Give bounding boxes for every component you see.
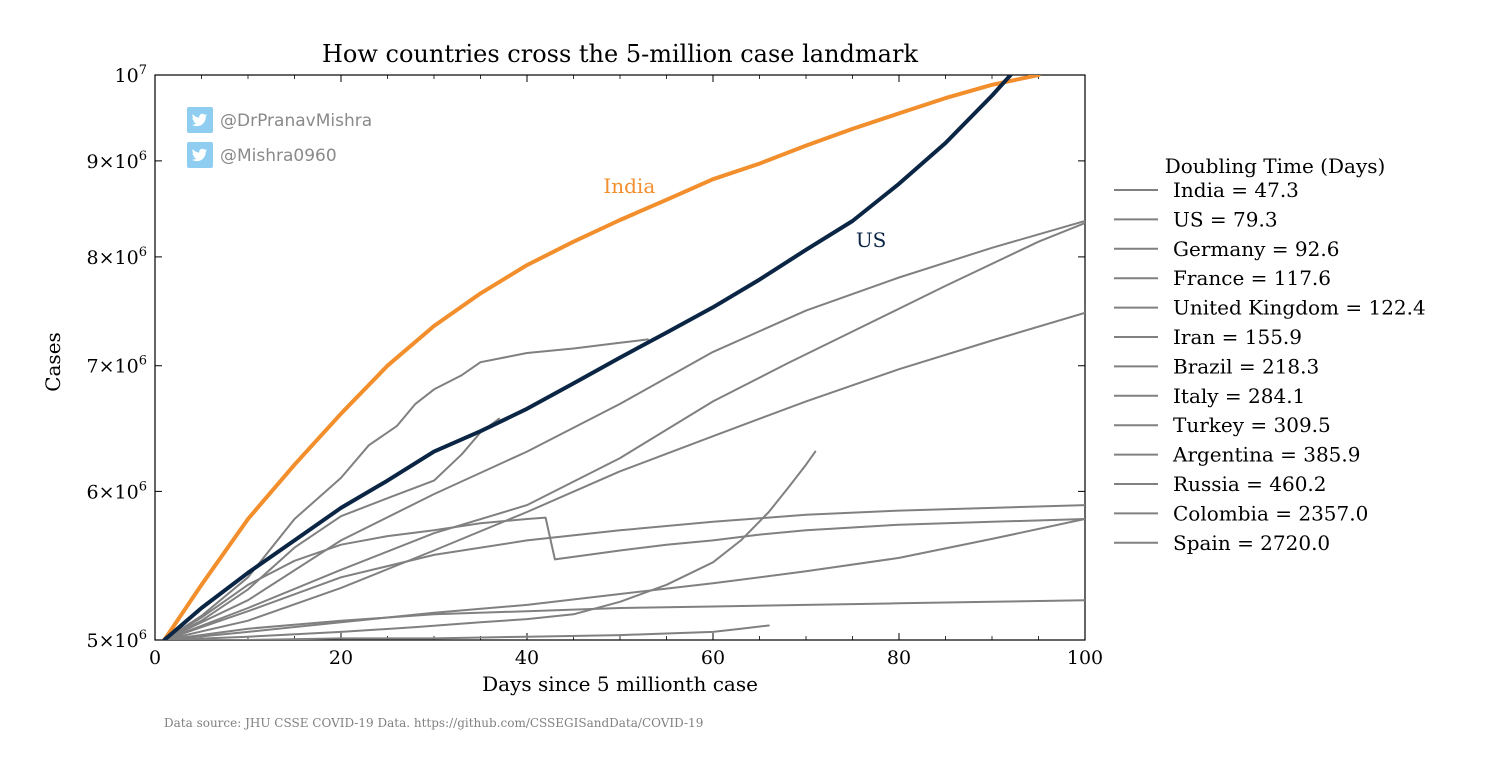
legend-entry: Spain = 2720.0 xyxy=(1173,531,1330,555)
series-line-germany xyxy=(163,220,1085,640)
chart-title: How countries cross the 5-million case l… xyxy=(322,40,918,68)
watermark: @DrPranavMishra @Mishra0960 xyxy=(187,107,372,168)
legend-entry: Russia = 460.2 xyxy=(1173,472,1327,496)
twitter-bird-icon xyxy=(187,107,213,133)
annotation-india: India xyxy=(603,174,655,198)
x-tick-label: 100 xyxy=(1067,647,1103,669)
legend: Doubling Time (Days) India = 47.3 US = 79… xyxy=(1114,154,1426,555)
legend-entry: US = 79.3 xyxy=(1173,207,1278,231)
line-annotations: India US xyxy=(603,174,886,252)
legend-entry: Colombia = 2357.0 xyxy=(1173,501,1368,525)
legend-entry: Germany = 92.6 xyxy=(1173,237,1339,261)
legend-entry: Iran = 155.9 xyxy=(1173,325,1302,349)
y-tick-label: 107 xyxy=(115,63,147,87)
series-line-argentina xyxy=(163,504,1085,640)
series-lines xyxy=(162,75,1085,640)
series-line-india xyxy=(162,75,1041,640)
twitter-bird-icon xyxy=(187,142,213,168)
legend-entry: Italy = 284.1 xyxy=(1173,384,1305,408)
series-line-brazil xyxy=(163,417,501,640)
legend-entry: United Kingdom = 122.4 xyxy=(1173,296,1426,320)
series-line-iran xyxy=(163,311,1085,640)
y-tick-label: 9×106 xyxy=(87,149,147,173)
x-tick-label: 80 xyxy=(887,647,911,669)
annotation-us: US xyxy=(856,228,887,252)
series-line-spain xyxy=(163,624,770,640)
x-axis-label: Days since 5 millionth case xyxy=(482,672,758,696)
legend-entry: India = 47.3 xyxy=(1173,178,1299,202)
y-tick-label: 7×106 xyxy=(87,354,147,378)
series-line-united-kingdom xyxy=(163,338,649,640)
legend-entry: Brazil = 218.3 xyxy=(1173,354,1319,378)
y-tick-label: 5×106 xyxy=(87,628,147,652)
data-source-note: Data source: JHU CSSE COVID-19 Data. htt… xyxy=(164,716,703,730)
handle-text-2: @Mishra0960 xyxy=(220,146,337,166)
series-line-italy xyxy=(163,518,1085,640)
series-line-france xyxy=(163,222,1085,640)
y-tick-label: 8×106 xyxy=(87,245,147,269)
legend-entry: France = 117.6 xyxy=(1173,266,1331,290)
x-tick-label: 60 xyxy=(701,647,725,669)
legend-entry: Argentina = 385.9 xyxy=(1172,443,1361,467)
x-tick-label: 0 xyxy=(149,647,161,669)
series-line-us xyxy=(162,75,1013,640)
legend-entry: Turkey = 309.5 xyxy=(1173,413,1331,437)
axis-ticks: 0 20 40 60 80 100 5×106 6×106 7×106 8×106 9×106 107 xyxy=(87,63,1104,669)
legend-title: Doubling Time (Days) xyxy=(1165,154,1386,178)
y-axis-label: Cases xyxy=(41,332,65,392)
y-tick-label: 6×106 xyxy=(87,479,147,503)
series-line-russia xyxy=(163,599,1085,640)
handle-text-1: @DrPranavMishra xyxy=(220,111,372,131)
series-line-colombia xyxy=(163,450,817,640)
x-tick-label: 40 xyxy=(515,647,539,669)
x-tick-label: 20 xyxy=(329,647,353,669)
